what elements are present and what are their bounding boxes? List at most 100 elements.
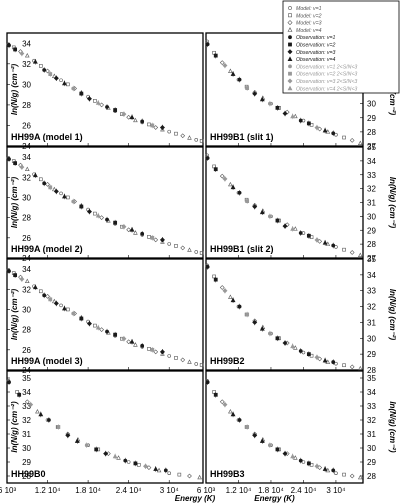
y-tick-label: 35 <box>22 374 31 383</box>
chart-panel: 27 28 29 30 31 32 33 34 35 ln(N/g) (cm⁻²) HH99B1 (… <box>205 143 397 263</box>
model-point <box>160 126 165 132</box>
model-point <box>66 307 70 312</box>
observation-point <box>17 392 22 397</box>
x-tick-label: 1.2 10⁴ <box>226 486 252 495</box>
observation-point <box>48 297 53 302</box>
model-point <box>59 191 63 196</box>
observation-point <box>95 212 101 218</box>
observation-point <box>245 86 250 90</box>
model-point <box>160 239 165 244</box>
model-point <box>219 399 225 405</box>
observation-point <box>314 354 320 360</box>
panel-frame <box>6 258 204 371</box>
y-tick-label: 28 <box>367 128 376 137</box>
observation-point <box>38 411 44 417</box>
model-point <box>342 135 346 140</box>
model-point <box>147 122 151 127</box>
y-tick-label: 35 <box>367 143 376 152</box>
model-point <box>199 363 204 367</box>
observation-point <box>322 240 328 245</box>
y-tick-label: 32 <box>367 303 376 312</box>
y-tick-label: 33 <box>22 402 31 411</box>
model-point <box>284 109 290 115</box>
legend-entry: Observation: v=4 <box>287 56 335 63</box>
observation-point <box>222 402 228 408</box>
y-tick-label: 30 <box>22 193 31 202</box>
legend-label: Observation: v=3 2<S/N<3 <box>296 79 357 85</box>
y-tick-label: 26 <box>22 346 31 355</box>
observation-point <box>113 220 118 225</box>
observation-point <box>19 276 25 282</box>
observation-point <box>129 339 135 344</box>
x-axis-label: Energy (K) <box>254 494 295 503</box>
legend-entry: Observation: v=3 2<S/N<3 <box>287 78 357 85</box>
legend-label: Model: v=4 <box>296 28 322 34</box>
y-axis-label: ln(N/g) (cm⁻²) <box>388 401 397 453</box>
panel-frame <box>205 370 364 484</box>
y-tick-label: 31 <box>367 199 376 208</box>
observation-point <box>282 451 288 457</box>
model-point <box>126 339 132 345</box>
model-point <box>52 298 57 304</box>
y-axis-label: ln(N/g) (cm⁻²) <box>10 177 19 229</box>
y-tick-label: 32 <box>367 185 376 194</box>
model-point <box>156 467 162 473</box>
observation-point <box>331 360 336 364</box>
model-point <box>167 242 172 246</box>
y-tick-label: 28 <box>22 101 31 110</box>
y-axis-label: ln(N/g) (cm⁻²) <box>10 401 19 453</box>
observation-point <box>267 443 272 448</box>
model-point <box>174 131 178 136</box>
observation-point <box>53 75 59 81</box>
observation-point <box>252 319 258 325</box>
model-point <box>133 342 138 347</box>
legend-entry: Observation: v=4 2<S/N<3 <box>287 85 357 92</box>
model-point <box>357 140 363 145</box>
y-tick-label: 28 <box>22 326 31 335</box>
observation-point <box>42 68 47 72</box>
model-point <box>174 244 178 248</box>
legend-label: Observation: v=3 <box>296 50 335 56</box>
observation-point <box>103 451 109 457</box>
observation-point <box>259 326 265 331</box>
observation-point <box>298 349 303 353</box>
observation-point <box>13 161 18 166</box>
observation-point <box>19 164 25 170</box>
observation-point <box>213 392 218 397</box>
observation-point <box>129 114 135 120</box>
panel-title: HH99A (model 1) <box>11 132 83 142</box>
y-tick-label: 29 <box>367 226 376 235</box>
observation-point <box>322 127 328 133</box>
model-point <box>334 361 338 366</box>
observation-point <box>71 86 76 91</box>
model-point <box>194 138 199 142</box>
observation-point <box>42 181 47 186</box>
legend-symbol <box>288 6 292 10</box>
observation-point <box>7 43 11 48</box>
model-point <box>194 250 199 254</box>
model-point <box>349 137 355 143</box>
observation-point <box>28 402 34 408</box>
observation-point <box>237 77 242 82</box>
legend-symbol <box>288 71 292 76</box>
x-tick-label: 3 10⁴ <box>326 486 346 495</box>
legend-symbol <box>287 20 293 26</box>
observation-point <box>298 118 303 123</box>
model-point <box>59 78 63 83</box>
legend-entry: Model: v=1 <box>288 6 322 12</box>
observation-point <box>105 217 109 222</box>
model-point <box>59 303 63 308</box>
observation-point <box>237 304 242 309</box>
model-point <box>126 227 132 233</box>
observation-point <box>322 357 328 363</box>
legend-label: Observation: v=4 <box>296 57 335 63</box>
observation-point <box>13 273 18 278</box>
legend-entry: Model: v=3 <box>287 20 322 27</box>
observation-point <box>113 332 118 337</box>
model-point <box>35 409 40 414</box>
y-tick-label: 33 <box>367 171 376 180</box>
observation-point <box>71 199 76 204</box>
model-point <box>357 252 363 258</box>
panel-title: HH99A (model 2) <box>11 244 83 254</box>
